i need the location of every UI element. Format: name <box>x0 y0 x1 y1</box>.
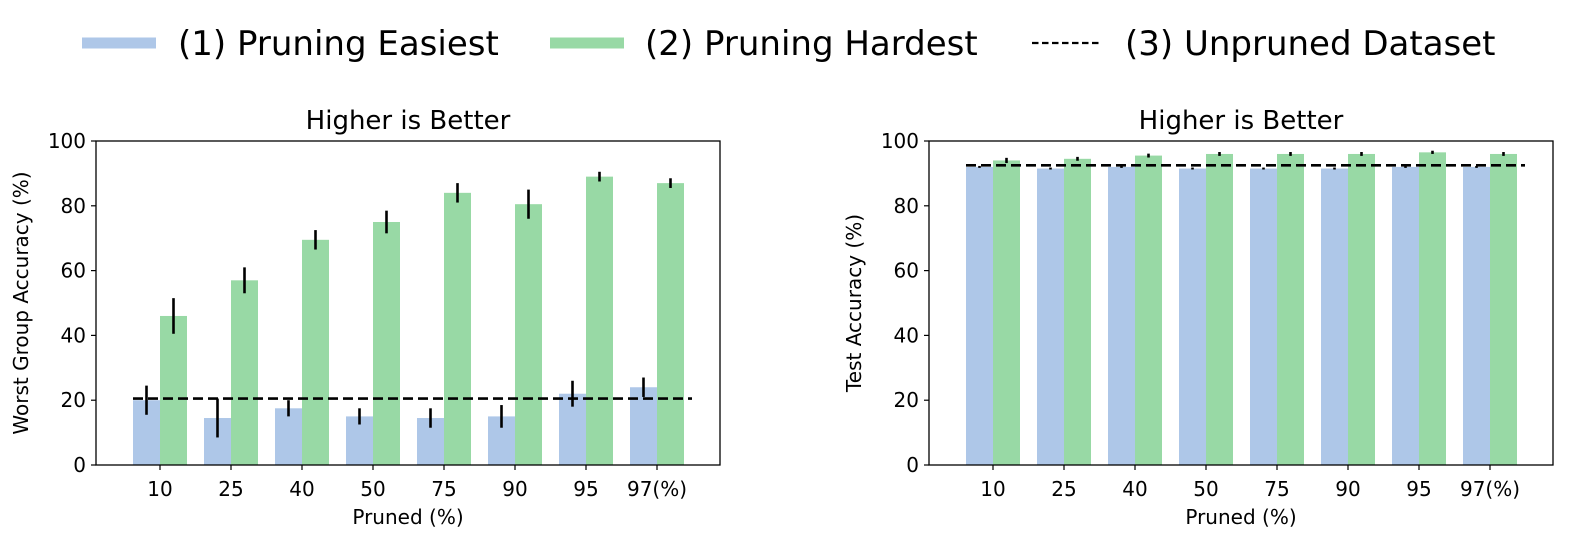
bar-pruning-hardest-0 <box>160 315 187 465</box>
bar-pruning-hardest-3 <box>1206 153 1233 465</box>
x-tick-label-3: 50 <box>360 477 385 501</box>
chart-test-accuracy: 0 20 40 60 80 100 10 25 40 50 75 90 95 97(%) Higher … <box>842 106 1554 529</box>
bar-pruning-easiest-0 <box>966 166 993 466</box>
bar-pruning-easiest-4 <box>1250 168 1277 466</box>
bar-pruning-easiest-5 <box>1321 168 1348 466</box>
x-tick-label-1: 25 <box>1051 477 1076 501</box>
x-tick-label-5: 90 <box>502 477 527 501</box>
bar-pruning-easiest-7 <box>630 387 657 465</box>
y-tick-label-1: 20 <box>61 388 86 412</box>
bar-pruning-hardest-6 <box>1419 152 1446 465</box>
y-tick-label-5: 100 <box>48 129 86 153</box>
bar-pruning-hardest-1 <box>231 280 258 465</box>
x-tick-label-6: 95 <box>1406 477 1431 501</box>
x-tick-label-2: 40 <box>289 477 314 501</box>
plot-frame <box>928 140 1554 466</box>
legend-label-unpruned-dataset: (3) Unpruned Dataset <box>1125 24 1496 64</box>
y-tick-label-0: 0 <box>906 453 919 477</box>
bar-pruning-hardest-3 <box>373 222 400 465</box>
x-tick-label-0: 10 <box>147 477 172 501</box>
bar-pruning-hardest-5 <box>1348 153 1375 465</box>
chart-title: Higher is Better <box>1139 106 1344 136</box>
legend: (1) Pruning Easiest (2) Pruning Hardest … <box>82 24 1496 64</box>
chart-worst-group-accuracy: 0 20 40 60 80 100 10 25 40 50 75 90 95 97(%) Higher … <box>9 106 721 529</box>
x-tick-label-7: 97(%) <box>627 477 687 501</box>
x-tick-label-3: 50 <box>1193 477 1218 501</box>
bar-pruning-hardest-4 <box>1277 153 1304 465</box>
y-tick-label-5: 100 <box>881 129 919 153</box>
x-tick-label-6: 95 <box>573 477 598 501</box>
x-axis-label: Pruned (%) <box>352 505 463 529</box>
y-tick-label-3: 60 <box>894 259 919 283</box>
y-tick-label-4: 80 <box>61 194 86 218</box>
legend-label-pruning-hardest: (2) Pruning Hardest <box>645 24 978 64</box>
y-tick-label-4: 80 <box>894 194 919 218</box>
bar-pruning-hardest-5 <box>515 204 542 465</box>
bar-pruning-easiest-2 <box>1108 166 1135 466</box>
bar-pruning-hardest-1 <box>1064 158 1091 465</box>
y-tick-label-2: 40 <box>894 323 919 347</box>
x-tick-label-2: 40 <box>1122 477 1147 501</box>
plot-frame <box>95 140 721 466</box>
bar-pruning-hardest-4 <box>444 192 471 465</box>
x-tick-label-1: 25 <box>218 477 243 501</box>
x-tick-label-0: 10 <box>980 477 1005 501</box>
x-tick-label-7: 97(%) <box>1460 477 1520 501</box>
bar-pruning-hardest-7 <box>657 183 684 465</box>
legend-item-pruning-hardest: (2) Pruning Hardest <box>550 24 978 64</box>
bar-pruning-easiest-6 <box>1392 166 1419 466</box>
bar-pruning-hardest-2 <box>302 239 329 465</box>
y-axis-label: Worst Group Accuracy (%) <box>9 171 33 434</box>
y-tick-label-0: 0 <box>73 453 86 477</box>
legend-label-pruning-easiest: (1) Pruning Easiest <box>178 24 499 64</box>
y-axis-label: Test Accuracy (%) <box>842 214 866 393</box>
bar-pruning-hardest-6 <box>586 176 613 465</box>
bar-pruning-easiest-1 <box>1037 168 1064 466</box>
y-tick-label-3: 60 <box>61 259 86 283</box>
y-tick-label-2: 40 <box>61 323 86 347</box>
x-axis-label: Pruned (%) <box>1185 505 1296 529</box>
x-tick-label-5: 90 <box>1335 477 1360 501</box>
x-tick-label-4: 75 <box>1264 477 1289 501</box>
legend-item-pruning-easiest: (1) Pruning Easiest <box>82 24 499 64</box>
bar-pruning-hardest-2 <box>1135 155 1162 465</box>
bar-pruning-hardest-7 <box>1490 153 1517 465</box>
bar-pruning-easiest-2 <box>275 408 302 465</box>
chart-title: Higher is Better <box>306 106 511 136</box>
bar-pruning-easiest-3 <box>1179 168 1206 466</box>
x-tick-label-4: 75 <box>431 477 456 501</box>
y-tick-label-1: 20 <box>894 388 919 412</box>
bar-pruning-easiest-7 <box>1463 166 1490 466</box>
legend-item-unpruned-dataset: (3) Unpruned Dataset <box>1032 24 1496 64</box>
bar-pruning-hardest-0 <box>993 160 1020 465</box>
